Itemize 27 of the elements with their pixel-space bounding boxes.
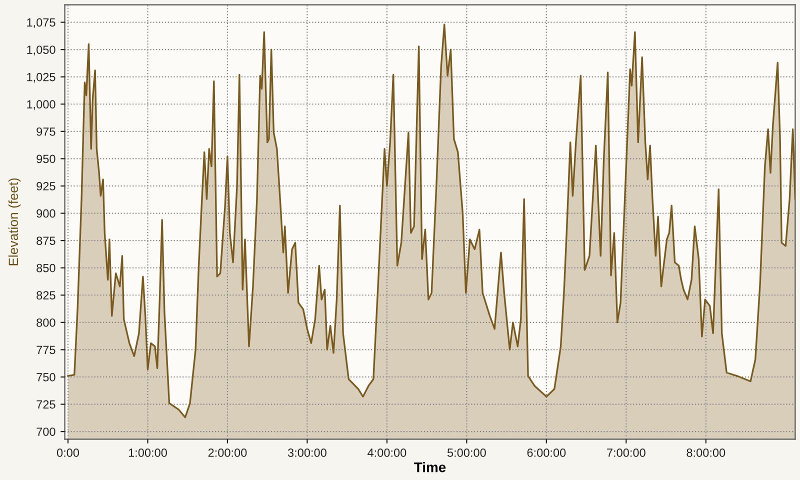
- y-tick-label: 825: [36, 291, 56, 300]
- y-tick-label: 875: [36, 236, 56, 245]
- x-tick-label: 1:00:00: [128, 448, 167, 457]
- y-tick-label: 800: [36, 318, 56, 327]
- x-tick-label: 0:00: [56, 448, 80, 457]
- y-tick-label: 900: [36, 209, 56, 218]
- y-tick-label: 1,025: [27, 72, 56, 83]
- y-tick-label: 775: [36, 346, 56, 354]
- x-tick-label: 4:00:00: [368, 448, 406, 457]
- y-tick-label: 850: [36, 264, 56, 272]
- y-tick-label: 975: [36, 127, 56, 136]
- y-tick-label: 1,000: [27, 100, 56, 110]
- y-tick-label: 1,075: [27, 18, 56, 28]
- y-axis-title: Elevation (feet): [8, 178, 21, 266]
- y-tick-label: 925: [36, 182, 56, 190]
- y-tick-label: 725: [36, 400, 56, 409]
- y-tick-label: 950: [36, 154, 56, 164]
- x-tick-label: 7:00:00: [607, 448, 646, 457]
- x-tick-label: 3:00:00: [288, 448, 326, 457]
- y-tick-label: 750: [36, 373, 56, 382]
- x-tick-label: 6:00:00: [527, 448, 566, 457]
- x-tick-label: 8:00:00: [686, 448, 726, 457]
- x-tick-label: 5:00:00: [447, 448, 486, 457]
- x-tick-label: 2:00:00: [208, 448, 247, 457]
- x-axis-title: Time: [414, 462, 446, 472]
- y-tick-label: 700: [36, 428, 56, 436]
- y-tick-label: 1,050: [27, 46, 56, 56]
